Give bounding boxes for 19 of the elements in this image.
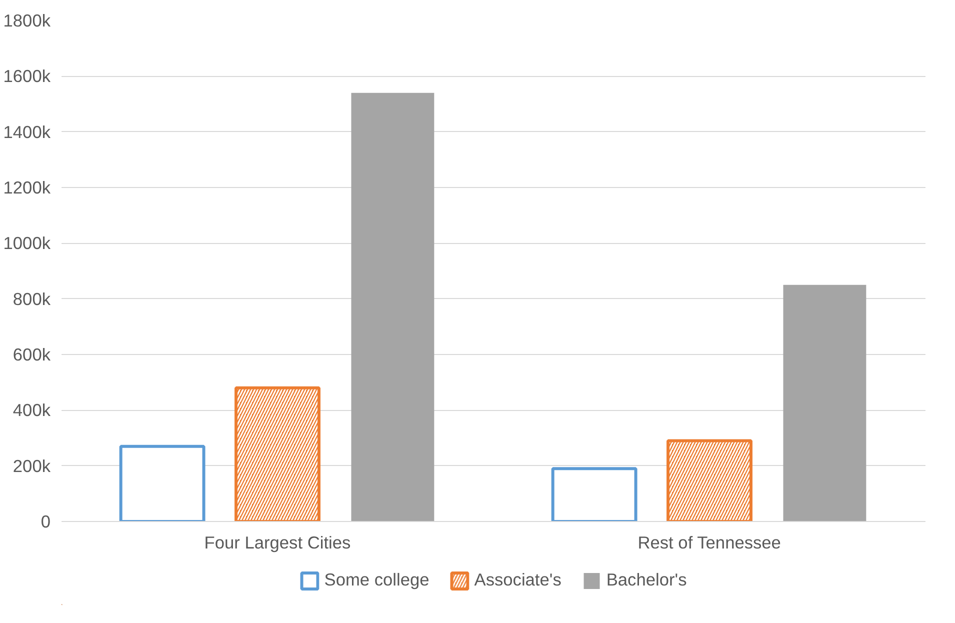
y-tick-label: 1000k [3, 233, 51, 254]
bar [351, 92, 434, 522]
bar [119, 444, 206, 522]
y-tick-label: 1400k [3, 122, 51, 142]
legend-label: Bachelor's [606, 570, 687, 590]
y-tick-label: 400k [12, 400, 51, 420]
x-tick-label: Rest of Tennessee [638, 532, 781, 552]
bar [783, 284, 866, 522]
legend-label: Some college [324, 570, 430, 590]
bar [551, 467, 638, 522]
legend-label: Associate's [474, 570, 562, 590]
y-tick-label: 1800k [3, 10, 51, 30]
y-tick-label: 1200k [3, 178, 51, 198]
y-tick-label: 1600k [3, 66, 51, 86]
y-tick-label: 0 [40, 512, 51, 532]
y-tick-label: 600k [12, 344, 51, 364]
x-tick-label: Four Largest Cities [204, 532, 352, 552]
y-tick-label: 200k [12, 456, 51, 476]
y-tick-label: 800k [12, 288, 51, 309]
